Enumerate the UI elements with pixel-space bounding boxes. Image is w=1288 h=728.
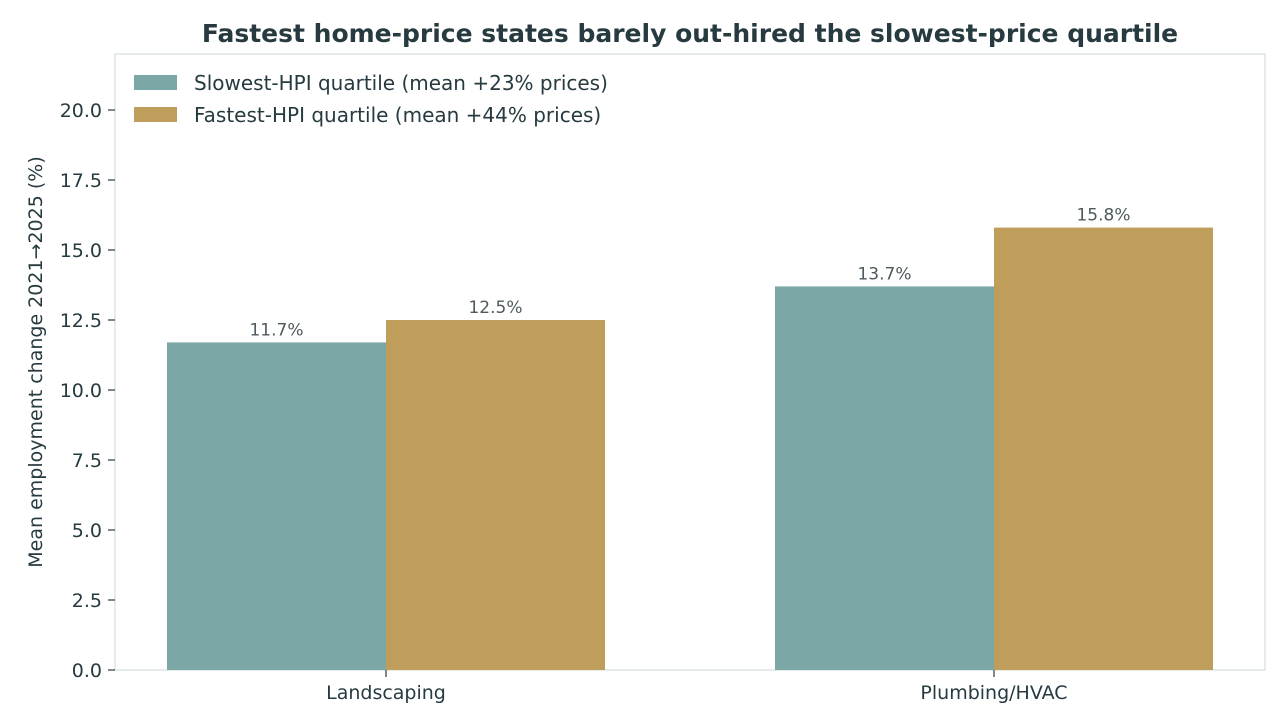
legend-swatch (134, 107, 177, 122)
chart-title: Fastest home-price states barely out-hir… (202, 19, 1178, 48)
legend-label: Slowest-HPI quartile (mean +23% prices) (194, 71, 608, 95)
data-label: 12.5% (468, 298, 522, 318)
legend: Slowest-HPI quartile (mean +23% prices) F… (134, 71, 608, 127)
x-tick-label: Landscaping (326, 682, 446, 704)
x-axis: Landscaping Plumbing/HVAC (326, 670, 1068, 704)
bar (775, 286, 994, 670)
x-tick-label: Plumbing/HVAC (920, 682, 1067, 704)
bar (386, 320, 605, 670)
y-tick-label: 20.0 (60, 100, 102, 122)
data-label: 11.7% (249, 320, 303, 340)
bar (167, 342, 386, 670)
data-label: 15.8% (1076, 206, 1130, 226)
y-tick-label: 17.5 (60, 170, 102, 192)
y-axis: 0.0 2.5 5.0 7.5 10.0 12.5 15.0 17.5 20.0 (60, 100, 115, 682)
y-tick-label: 5.0 (72, 520, 102, 542)
plot-frame (114, 53, 1266, 671)
y-tick-label: 7.5 (72, 450, 102, 472)
data-label: 13.7% (857, 264, 911, 284)
y-tick-label: 12.5 (60, 310, 102, 332)
data-labels-group: 11.7% 12.5% 13.7% 15.8% (249, 206, 1130, 341)
bars-group (167, 227, 1213, 670)
y-tick-label: 10.0 (60, 380, 102, 402)
y-axis-label: Mean employment change 2021→2025 (%) (25, 156, 47, 567)
bar (994, 227, 1213, 670)
legend-swatch (134, 75, 177, 90)
y-tick-label: 0.0 (72, 660, 102, 682)
y-tick-label: 15.0 (60, 240, 102, 262)
legend-label: Fastest-HPI quartile (mean +44% prices) (194, 103, 601, 127)
y-tick-label: 2.5 (72, 590, 102, 612)
